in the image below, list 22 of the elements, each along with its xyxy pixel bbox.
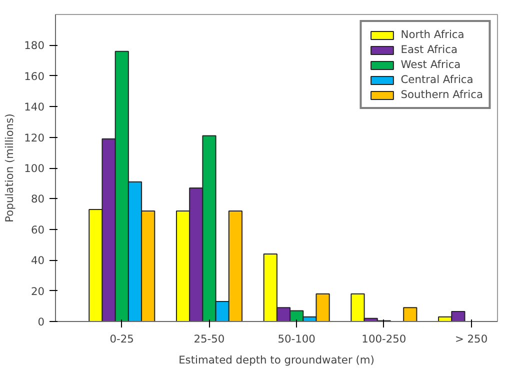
x-axis-title: Estimated depth to groundwater (m) [178,354,374,366]
y-tick-label: 120 [24,131,45,144]
y-tick-label: 140 [24,100,45,114]
y-tick-label: 180 [24,39,45,52]
x-tick-label: > 250 [454,332,488,346]
x-tick-label: 0-25 [110,332,134,346]
y-tick-label: 40 [30,254,45,268]
x-tick-label: 50-100 [278,332,316,346]
legend-label: Central Africa [400,73,474,86]
y-tick-label: 80 [30,192,45,206]
y-tick-label: 0 [38,316,45,328]
y-tick-label: 160 [24,70,45,83]
legend-label: North Africa [400,28,464,41]
y-tick-label: 100 [24,162,45,175]
legend-label: East Africa [400,43,458,56]
y-tick-label: 20 [30,284,45,298]
y-tick-label: 60 [30,223,45,236]
y-axis-title: Population (millions) [3,114,16,222]
legend-label: West Africa [400,58,461,71]
x-tick-label: 100-250 [362,332,406,346]
x-tick-label: 25-50 [194,332,225,346]
legend-label: Southern Africa [400,88,483,101]
